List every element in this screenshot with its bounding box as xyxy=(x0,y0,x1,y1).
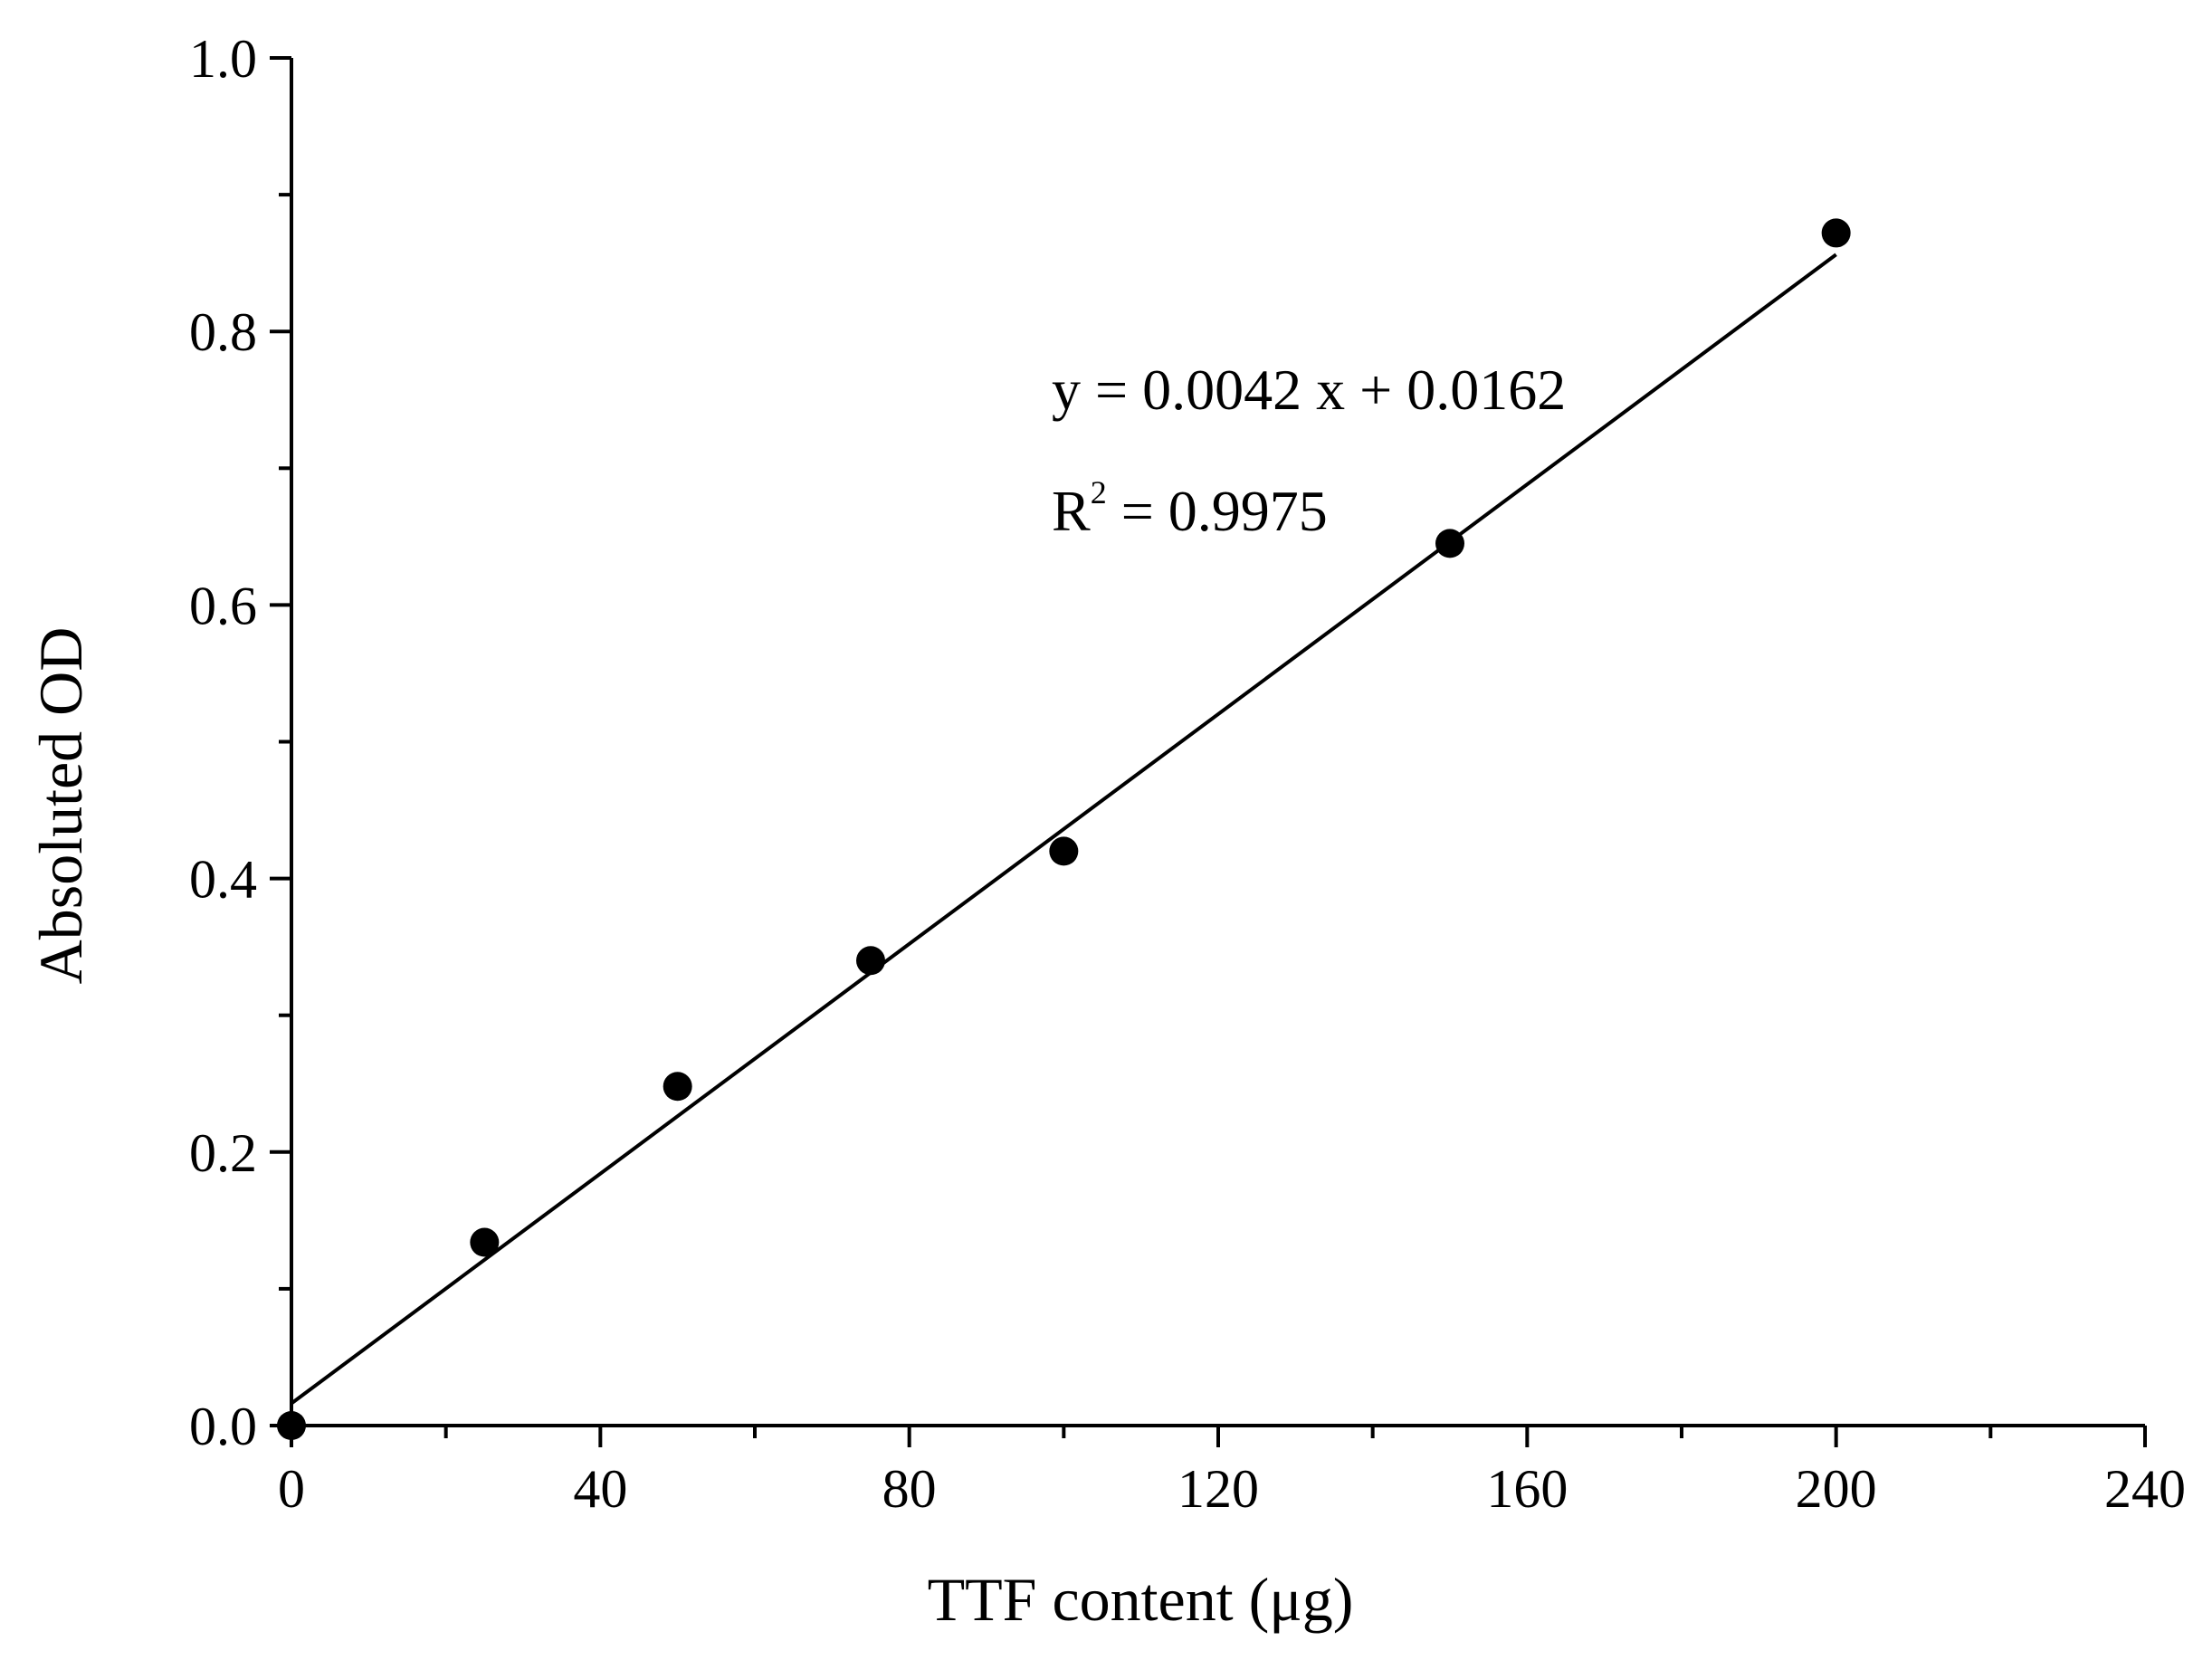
x-tick-label: 160 xyxy=(1486,1459,1568,1519)
axes xyxy=(270,56,2147,1447)
data-point xyxy=(856,946,885,976)
tick-labels: 0 40 80 120 160 200 240 0.0 0.2 0.4 0.6 0.8 1.0 xyxy=(189,29,2186,1519)
y-tick-label: 0.8 xyxy=(189,302,257,362)
x-tick-label: 200 xyxy=(1796,1459,1877,1519)
r-squared-label: R2 = 0.9975 xyxy=(1052,474,1328,543)
y-axis-title: Absoluted OD xyxy=(26,627,95,985)
data-point xyxy=(1049,836,1079,866)
r-squared-value: = 0.9975 xyxy=(1107,479,1328,543)
y-tick-label: 0.2 xyxy=(189,1123,257,1183)
regression-line xyxy=(290,253,1837,1406)
y-tick-label: 0.6 xyxy=(189,576,257,635)
data-point xyxy=(470,1227,500,1257)
y-tick-label: 0.4 xyxy=(189,850,257,910)
r-squared-superscript: 2 xyxy=(1091,474,1107,510)
x-tick-label: 120 xyxy=(1178,1459,1259,1519)
fit-line-layer xyxy=(290,253,1837,1406)
y-tick-label: 0.0 xyxy=(189,1397,257,1456)
data-point xyxy=(663,1072,692,1102)
y-tick-label: 1.0 xyxy=(189,29,257,89)
data-point xyxy=(1435,529,1464,558)
data-points xyxy=(277,218,1851,1440)
x-tick-label: 40 xyxy=(573,1459,627,1519)
x-axis-title: TTF content (μg) xyxy=(928,1565,1354,1634)
data-point xyxy=(1821,218,1851,248)
x-tick-label: 80 xyxy=(882,1459,937,1519)
r-squared-prefix: R xyxy=(1052,479,1091,543)
x-tick-label: 0 xyxy=(278,1459,305,1519)
fit-equation-label: y = 0.0042 x + 0.0162 xyxy=(1052,358,1566,422)
x-tick-label: 240 xyxy=(2104,1459,2186,1519)
